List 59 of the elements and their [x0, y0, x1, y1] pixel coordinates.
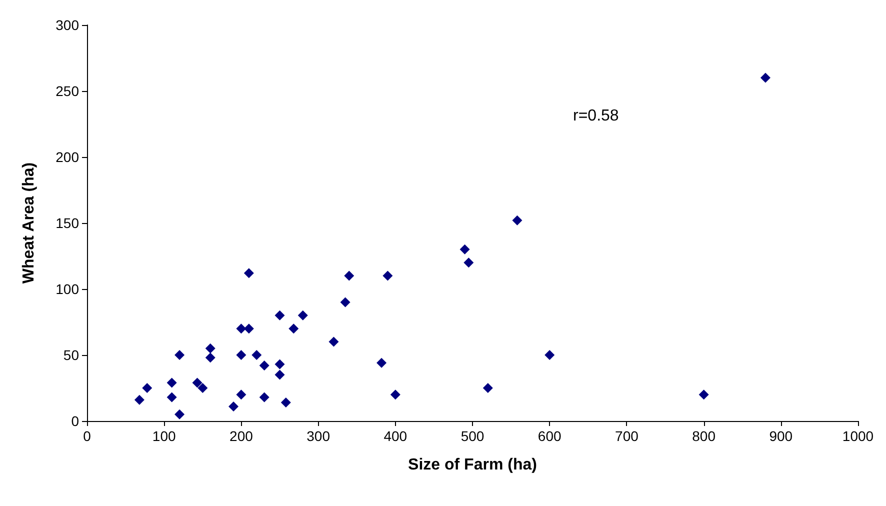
point — [166, 378, 177, 388]
y-tick-label: 150 — [56, 215, 80, 231]
x-tick-label: 500 — [460, 428, 484, 444]
y-axis-title: Wheat Area (ha) — [20, 162, 38, 284]
point — [205, 343, 216, 354]
point — [280, 398, 291, 408]
point — [134, 394, 144, 405]
point — [244, 324, 254, 334]
point — [259, 360, 270, 371]
x-tick-label: 200 — [230, 428, 254, 444]
point — [760, 72, 770, 83]
point — [544, 350, 555, 360]
y-tick-label: 50 — [63, 347, 80, 363]
point — [174, 409, 185, 420]
point — [236, 350, 246, 360]
point — [205, 352, 216, 363]
point — [482, 383, 493, 393]
point — [198, 383, 208, 393]
point — [382, 270, 393, 281]
point — [298, 310, 308, 320]
point — [512, 215, 522, 226]
x-tick-label: 1000 — [842, 428, 874, 444]
x-tick-label: 600 — [538, 428, 562, 444]
x-tick-label: 400 — [384, 428, 408, 444]
point — [344, 270, 354, 281]
x-tick-label: 800 — [692, 428, 716, 444]
point — [274, 370, 285, 380]
point — [464, 258, 474, 268]
point — [288, 324, 299, 334]
x-tick-label: 100 — [152, 428, 176, 444]
point — [274, 359, 285, 370]
point — [236, 390, 246, 400]
point — [252, 350, 262, 360]
x-tick-label: 300 — [306, 428, 330, 444]
point — [460, 244, 470, 254]
point — [174, 350, 185, 360]
x-axis-title: Size of Farm (ha) — [408, 456, 537, 474]
point — [390, 390, 400, 400]
point — [166, 392, 177, 402]
y-tick-label: 200 — [56, 149, 80, 165]
y-tick-label: 300 — [56, 17, 80, 33]
point — [192, 378, 202, 388]
point — [274, 310, 285, 320]
y-tick-label: 100 — [56, 281, 80, 297]
point — [340, 297, 350, 308]
x-tick-label: 0 — [83, 428, 92, 444]
x-tick-label: 700 — [615, 428, 639, 444]
point — [376, 358, 387, 368]
point — [142, 383, 152, 393]
y-tick-label: 0 — [71, 413, 80, 429]
point — [244, 268, 254, 278]
point — [236, 324, 246, 334]
x-tick-label: 900 — [769, 428, 793, 444]
point — [228, 401, 238, 412]
y-tick-label: 250 — [56, 83, 80, 99]
point — [328, 336, 339, 347]
annotation: r=0.58 — [573, 108, 619, 124]
point — [259, 392, 270, 402]
point — [698, 390, 709, 400]
